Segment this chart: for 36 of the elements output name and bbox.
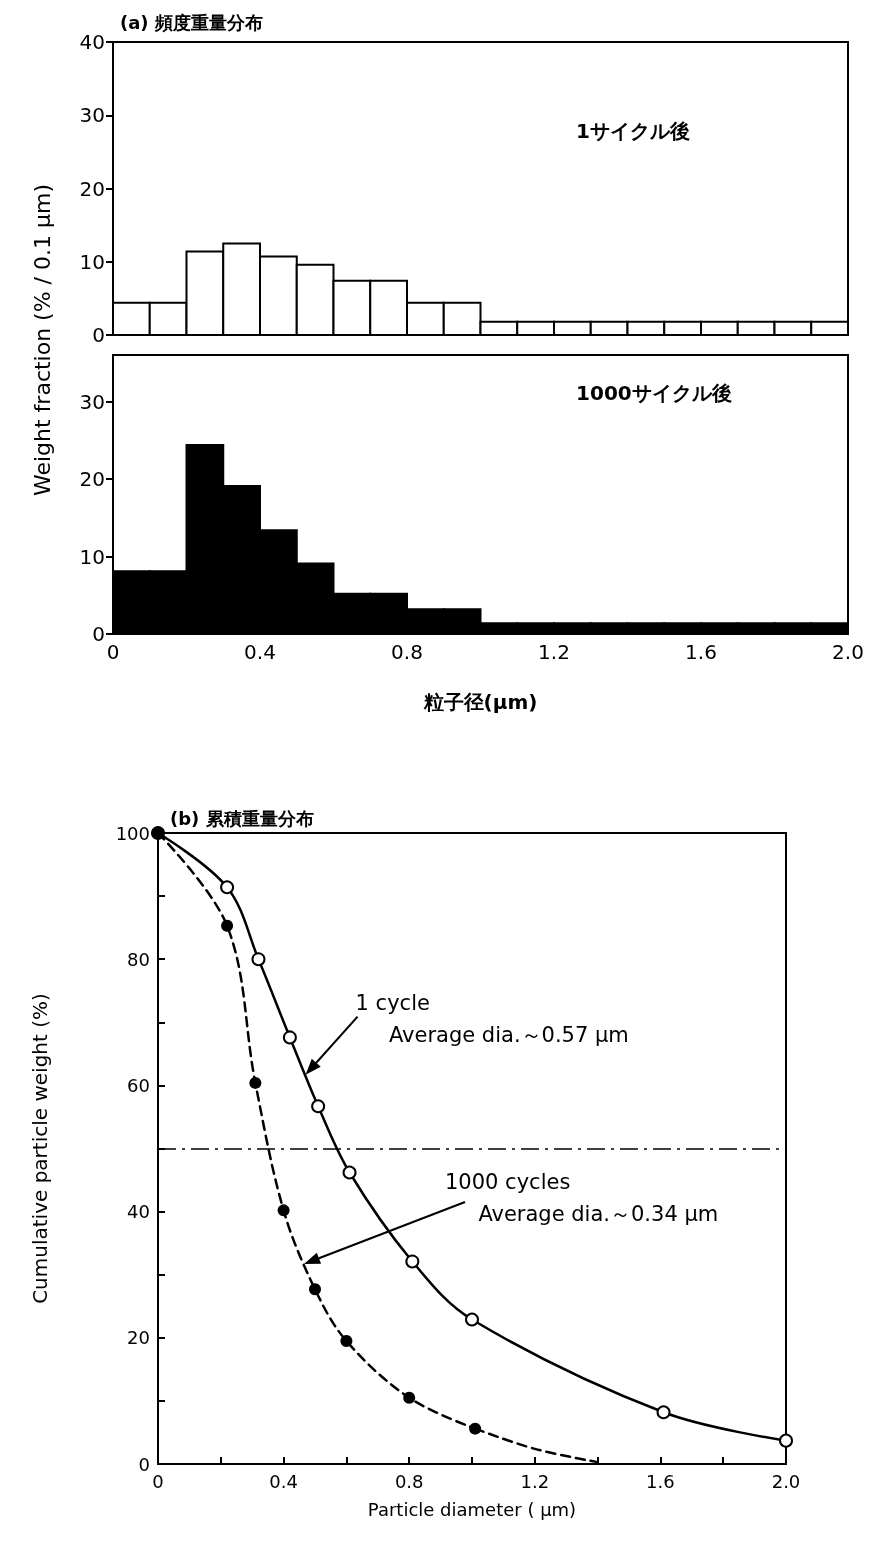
y-tick-label: 40 xyxy=(79,30,105,54)
y-tick-label: 30 xyxy=(79,389,105,414)
annotation: 1000サイクル後 xyxy=(576,380,732,405)
x-tick-label: 0.8 xyxy=(394,1470,424,1492)
y-tick-label: 0 xyxy=(92,622,105,646)
x-tick-label: 1.6 xyxy=(685,640,717,664)
x-axis-title: 粒子径(μm) xyxy=(422,690,538,714)
x-tick-label: 1.2 xyxy=(520,1470,550,1492)
x-tick-label: 0.4 xyxy=(269,1470,298,1492)
annotation: 1サイクル後 xyxy=(576,119,690,144)
x-tick-label: 0.8 xyxy=(391,640,423,664)
chart-title: (b) 累積重量分布 xyxy=(170,807,314,829)
annotation: 1000 cycles Average dia.～0.34 μm xyxy=(445,1170,719,1226)
x-tick-label: 0 xyxy=(152,1470,164,1492)
y-axis-title: Weight fraction (% / 0.1 μm) xyxy=(29,183,55,497)
x-axis-title: Particle diameter ( μm) xyxy=(367,1498,577,1520)
y-tick-label: 60 xyxy=(127,1074,150,1096)
x-tick-label: 1.2 xyxy=(538,640,570,664)
y-tick-label: 10 xyxy=(79,544,105,569)
chart-title: (a) 頻度重量分布 xyxy=(120,11,263,33)
y-tick-label: 20 xyxy=(127,1327,150,1349)
y-tick-label: 0 xyxy=(138,1453,150,1475)
y-tick-label: 0 xyxy=(92,323,105,347)
x-tick-label: 2.0 xyxy=(771,1470,801,1492)
x-tick-label: 0.4 xyxy=(244,640,276,664)
y-tick-label: 80 xyxy=(127,948,150,970)
y-axis-title: Cumulative particle weight (%) xyxy=(28,993,52,1304)
y-tick-label: 10 xyxy=(79,249,105,274)
x-tick-label: 2.0 xyxy=(832,640,864,664)
y-tick-label: 100 xyxy=(115,822,150,844)
annotation: 1 cycle Average dia.～0.57 μm xyxy=(355,990,629,1047)
y-tick-label: 30 xyxy=(79,103,105,128)
y-tick-label: 40 xyxy=(127,1201,150,1223)
x-tick-label: 1.6 xyxy=(646,1470,675,1492)
y-tick-label: 20 xyxy=(79,467,105,491)
y-tick-label: 20 xyxy=(79,176,105,201)
